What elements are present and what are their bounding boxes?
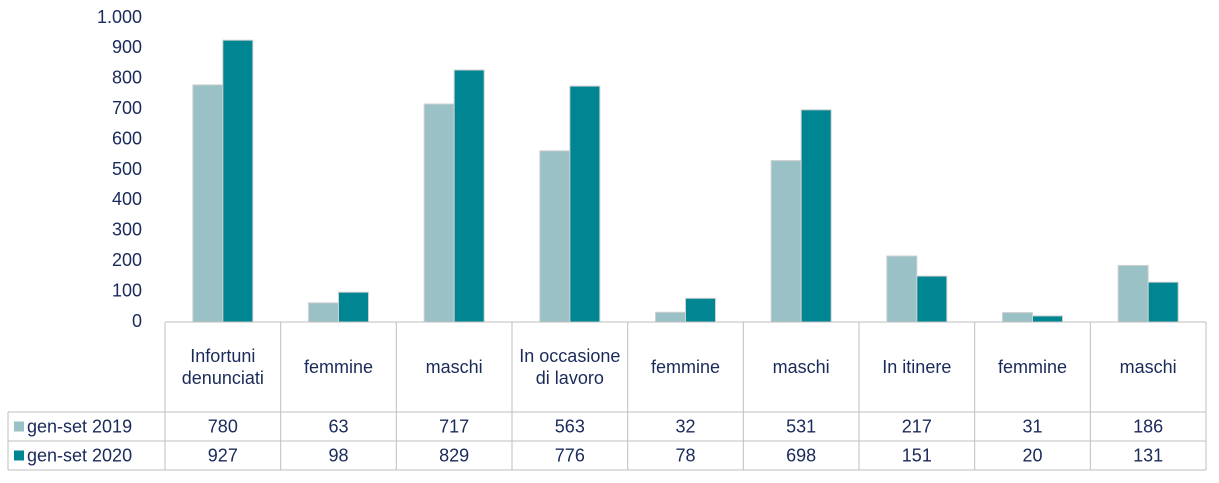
table-value: 63 [328, 416, 348, 436]
bar [539, 150, 571, 323]
x-tick-label: maschi [425, 357, 483, 377]
table-value: 698 [786, 445, 816, 465]
table-value: 776 [555, 445, 585, 465]
y-tick-label: 600 [112, 128, 142, 148]
y-tick-label: 0 [132, 311, 142, 331]
table-value: 717 [439, 416, 469, 436]
x-tick-label-box: femmine [303, 357, 373, 377]
y-tick-label: 100 [112, 280, 142, 300]
x-tick-label: Infortuni denunciati [181, 346, 264, 388]
table-value: 78 [675, 445, 695, 465]
x-tick-label: maschi [1119, 357, 1177, 377]
x-tick-label-box: femmine [650, 357, 720, 377]
x-tick-label-box: maschi [1119, 357, 1177, 377]
bar [338, 291, 369, 323]
x-tick-label: femmine [997, 357, 1067, 377]
bar [1032, 315, 1063, 323]
table-value: 217 [902, 416, 932, 436]
x-tick-label: In occasione di lavoro [519, 346, 621, 388]
y-tick-label: 200 [112, 250, 142, 270]
x-tick-label-box: In itinere [882, 357, 952, 377]
table-value: 32 [675, 416, 695, 436]
bar [886, 255, 918, 323]
y-tick-label: 500 [112, 159, 142, 179]
bar [770, 160, 802, 323]
legend-swatch [14, 421, 24, 432]
legend-swatch [14, 450, 24, 461]
x-tick-label: maschi [772, 357, 830, 377]
y-tick-label: 900 [112, 37, 142, 57]
y-tick-label: 700 [112, 98, 142, 118]
table-value: 780 [208, 416, 238, 436]
bar [800, 109, 832, 323]
bar [655, 311, 686, 323]
table-value: 31 [1022, 416, 1042, 436]
bar [423, 103, 455, 323]
bar [916, 275, 948, 323]
x-tick-label-box: femmine [997, 357, 1067, 377]
x-tick-label: femmine [650, 357, 720, 377]
table-value: 563 [555, 416, 585, 436]
bar [308, 302, 339, 323]
bar [1002, 312, 1033, 323]
table-value: 98 [328, 445, 348, 465]
y-tick-label: 400 [112, 189, 142, 209]
legend-label: gen-set 2019 [27, 416, 132, 436]
bar [685, 297, 716, 323]
y-tick-label: 800 [112, 68, 142, 88]
table-value: 927 [208, 445, 238, 465]
x-tick-label-box: maschi [425, 357, 483, 377]
x-tick-label: femmine [303, 357, 373, 377]
table-value: 20 [1022, 445, 1042, 465]
table-value: 186 [1133, 416, 1163, 436]
bar [222, 39, 254, 323]
x-tick-label-box: Infortuni denunciati [181, 346, 264, 388]
x-tick-label-box: In occasione di lavoro [519, 346, 621, 388]
y-tick-label: 300 [112, 220, 142, 240]
bar [192, 84, 224, 323]
bar [1117, 264, 1149, 323]
x-tick-label: In itinere [882, 357, 952, 377]
x-tick-label-box: maschi [772, 357, 830, 377]
bar [453, 69, 485, 323]
y-tick-label: 1.000 [97, 7, 142, 27]
bar [569, 85, 601, 323]
table-value: 531 [786, 416, 816, 436]
table-value: 151 [902, 445, 932, 465]
legend-label: gen-set 2020 [27, 445, 132, 465]
table-value: 131 [1133, 445, 1163, 465]
table-value: 829 [439, 445, 469, 465]
bar [1147, 281, 1179, 323]
